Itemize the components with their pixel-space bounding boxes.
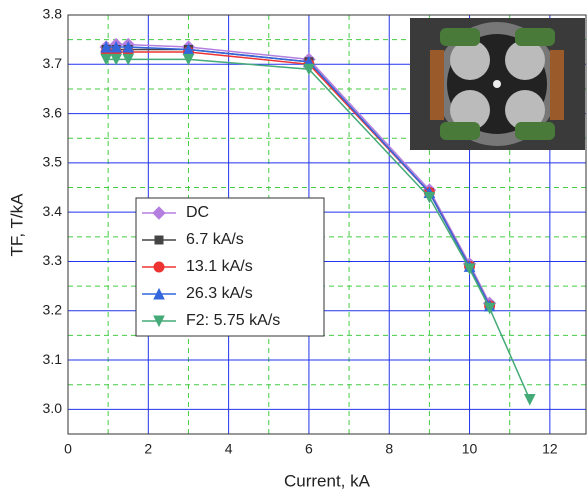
data-point [463, 263, 476, 275]
legend: DC 6.7 kA/s 13.1 kA/s 26.3 kA/s F2: 5.75 kA/… [135, 197, 325, 337]
y-tick-label: 3.3 [43, 252, 63, 268]
y-tick-label: 3.5 [43, 154, 63, 170]
legend-marker [153, 315, 165, 328]
x-tick-label: 4 [225, 441, 233, 457]
data-point [523, 393, 536, 406]
y-tick-label: 3.8 [43, 6, 63, 22]
y-tick-label: 3.2 [43, 301, 63, 317]
x-tick-label: 8 [385, 441, 393, 457]
legend-label: 26.3 kA/s [186, 285, 253, 302]
x-axis-label: Current, kA [284, 471, 371, 490]
x-tick-label: 0 [64, 441, 72, 457]
data-point [303, 63, 315, 76]
legend-label: F2: 5.75 kA/s [186, 312, 280, 329]
legend-marker [152, 206, 166, 220]
data-point [122, 40, 135, 53]
data-point [110, 40, 122, 53]
legend-marker [154, 235, 164, 245]
y-tick-label: 3.6 [43, 104, 63, 120]
x-tick-label: 10 [462, 441, 478, 457]
x-tick-label: 6 [305, 441, 313, 457]
data-point [100, 40, 112, 53]
x-tick-label: 12 [542, 441, 558, 457]
inset-photo [410, 18, 585, 150]
legend-label: 13.1 kA/s [186, 258, 253, 275]
data-point [110, 53, 122, 66]
legend-label: 6.7 kA/s [186, 231, 244, 248]
y-tick-label: 3.4 [43, 203, 63, 219]
legend-marker [153, 261, 165, 273]
data-point [182, 53, 195, 66]
y-tick-label: 3.0 [43, 400, 63, 416]
x-tick-label: 2 [144, 441, 152, 457]
legend-label: DC [186, 204, 209, 221]
y-tick-label: 3.7 [43, 55, 63, 71]
data-point [100, 53, 112, 66]
plot-frame [67, 14, 587, 435]
legend-marker [153, 287, 165, 300]
y-tick-label: 3.1 [43, 351, 63, 367]
data-point [423, 191, 436, 204]
data-point [483, 302, 496, 315]
y-axis-label: TF, T/kA [7, 193, 26, 257]
data-point [122, 53, 135, 66]
